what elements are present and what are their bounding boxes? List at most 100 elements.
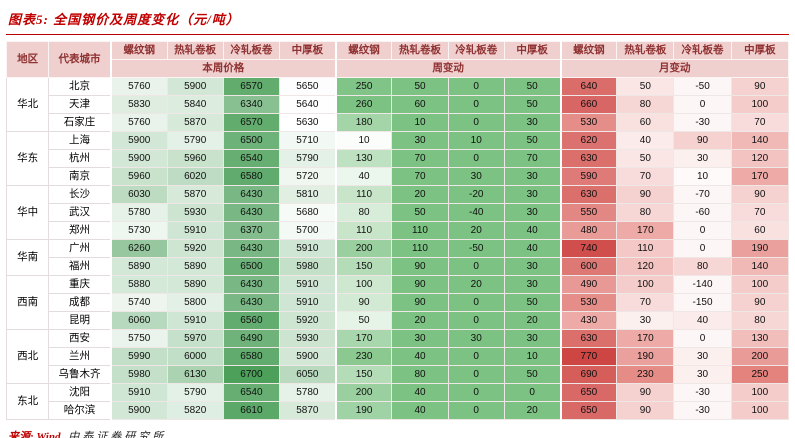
price-cell: 6430 — [222, 185, 281, 204]
month-change-cell: 50 — [616, 77, 675, 96]
month-change-cell: 630 — [559, 329, 618, 348]
price-cell: 5710 — [278, 131, 337, 150]
month-change-cell: 80 — [730, 311, 790, 330]
figure-title: 图表5: 全国钢价及周度变化（元/吨） — [8, 12, 240, 27]
source-org: 中泰证券研究所 — [68, 431, 167, 438]
month-change-cell: 660 — [559, 95, 618, 114]
price-cell: 5980 — [278, 257, 337, 276]
region-cell: 华南 — [5, 239, 50, 276]
city-cell: 重庆 — [48, 275, 112, 294]
price-cell: 5720 — [278, 167, 337, 186]
region-cell: 华中 — [5, 185, 50, 240]
month-change-cell: 40 — [673, 311, 732, 330]
week-change-cell: 90 — [391, 257, 449, 276]
product-header: 热轧卷板 — [391, 41, 449, 60]
week-change-cell: 0 — [447, 383, 505, 402]
price-cell: 6490 — [222, 329, 281, 348]
price-cell: 6430 — [222, 293, 281, 312]
product-header: 冷轧板卷 — [673, 41, 732, 60]
week-change-cell: 80 — [391, 365, 449, 384]
week-change-cell: 40 — [391, 401, 449, 420]
price-cell: 5900 — [278, 347, 337, 366]
week-change-cell: 0 — [447, 347, 505, 366]
month-change-cell: 90 — [616, 185, 675, 204]
product-header: 中厚板 — [278, 41, 337, 60]
month-change-cell: 190 — [730, 239, 790, 258]
price-cell: 6430 — [222, 275, 281, 294]
week-change-cell: 230 — [334, 347, 393, 366]
week-change-cell: 40 — [334, 167, 393, 186]
city-cell: 成都 — [48, 293, 112, 312]
city-column-header: 代表城市 — [48, 41, 112, 78]
month-change-cell: 70 — [616, 167, 675, 186]
price-cell: 6050 — [278, 365, 337, 384]
region-cell: 西南 — [5, 275, 50, 330]
month-change-cell: 90 — [730, 77, 790, 96]
price-cell: 5890 — [109, 257, 168, 276]
week-change-cell: 20 — [447, 275, 505, 294]
month-change-cell: 770 — [559, 347, 618, 366]
month-change-cell: 740 — [559, 239, 618, 258]
week-change-cell: 30 — [503, 275, 562, 294]
week-change-cell: 30 — [447, 167, 505, 186]
month-change-cell: 550 — [559, 203, 618, 222]
month-change-cell: -30 — [673, 113, 732, 132]
price-cell: 5900 — [109, 149, 168, 168]
month-change-cell: 30 — [616, 311, 675, 330]
city-cell: 西安 — [48, 329, 112, 348]
price-cell: 5760 — [109, 77, 168, 96]
month-change-cell: 630 — [559, 185, 618, 204]
price-cell: 5910 — [278, 239, 337, 258]
price-cell: 5890 — [166, 275, 224, 294]
group-header: 月变动 — [559, 59, 789, 78]
price-cell: 5870 — [166, 113, 224, 132]
month-change-cell: 90 — [673, 131, 732, 150]
month-change-cell: 30 — [673, 347, 732, 366]
price-cell: 5630 — [278, 113, 337, 132]
month-change-cell: 140 — [730, 257, 790, 276]
city-cell: 上海 — [48, 131, 112, 150]
product-header: 螺纹钢 — [559, 41, 618, 60]
month-change-cell: 100 — [730, 95, 790, 114]
week-change-cell: 30 — [447, 329, 505, 348]
week-change-cell: 50 — [503, 365, 562, 384]
city-cell: 昆明 — [48, 311, 112, 330]
price-cell: 5930 — [278, 329, 337, 348]
price-cell: 5740 — [109, 293, 168, 312]
week-change-cell: 90 — [391, 275, 449, 294]
price-cell: 5640 — [278, 95, 337, 114]
price-cell: 5900 — [109, 401, 168, 420]
week-change-cell: 20 — [503, 311, 562, 330]
price-cell: 5910 — [166, 311, 224, 330]
price-cell: 5790 — [278, 149, 337, 168]
week-change-cell: 0 — [447, 77, 505, 96]
price-cell: 5880 — [109, 275, 168, 294]
price-cell: 5840 — [166, 95, 224, 114]
week-change-cell: 110 — [334, 221, 393, 240]
price-cell: 6580 — [222, 167, 281, 186]
month-change-cell: 80 — [616, 203, 675, 222]
month-change-cell: -30 — [673, 401, 732, 420]
price-cell: 5920 — [166, 239, 224, 258]
week-change-cell: 250 — [334, 77, 393, 96]
product-header: 中厚板 — [730, 41, 790, 60]
city-cell: 长沙 — [48, 185, 112, 204]
week-change-cell: 50 — [334, 311, 393, 330]
product-header: 中厚板 — [503, 41, 562, 60]
week-change-cell: 150 — [334, 365, 393, 384]
price-cell: 5750 — [109, 329, 168, 348]
week-change-cell: 110 — [391, 221, 449, 240]
month-change-cell: 170 — [616, 329, 675, 348]
city-cell: 南京 — [48, 167, 112, 186]
price-cell: 5650 — [278, 77, 337, 96]
price-cell: 6560 — [222, 311, 281, 330]
price-cell: 5970 — [166, 329, 224, 348]
week-change-cell: 30 — [503, 257, 562, 276]
month-change-cell: 120 — [730, 149, 790, 168]
week-change-cell: 40 — [391, 383, 449, 402]
month-change-cell: 690 — [559, 365, 618, 384]
price-cell: 6340 — [222, 95, 281, 114]
month-change-cell: 250 — [730, 365, 790, 384]
week-change-cell: 40 — [391, 347, 449, 366]
